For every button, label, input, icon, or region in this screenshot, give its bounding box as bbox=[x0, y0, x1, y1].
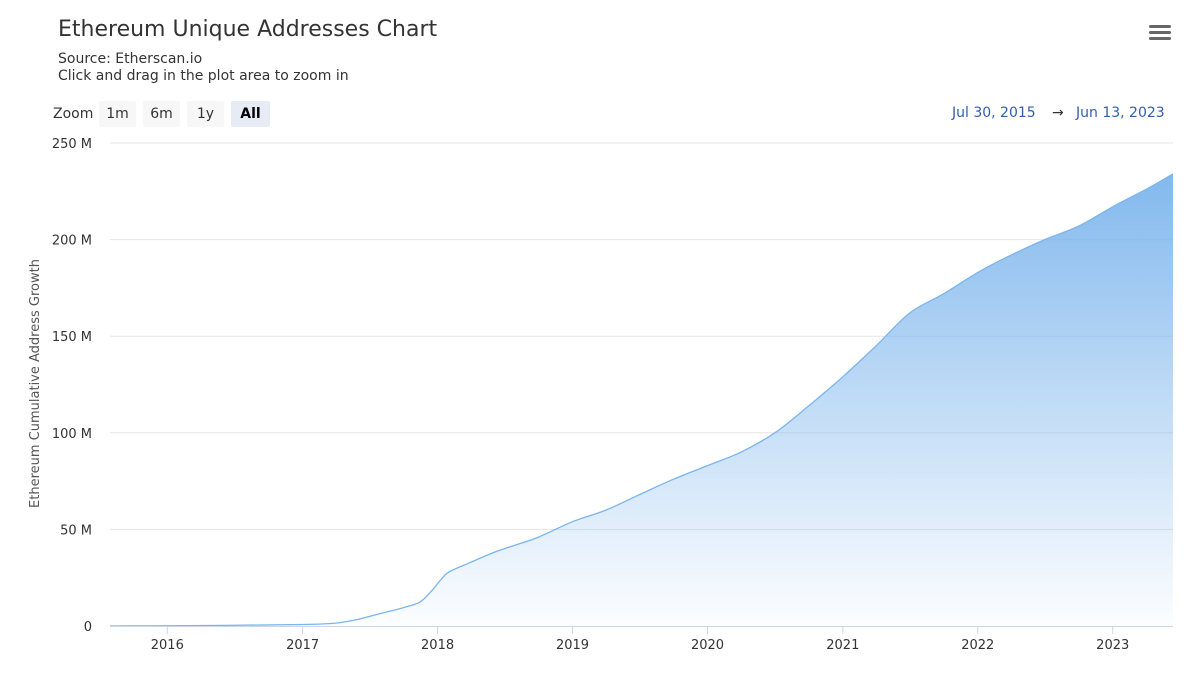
y-tick-label: 250 M bbox=[52, 137, 92, 152]
y-tick-label: 50 M bbox=[60, 523, 92, 538]
zoom-1y-button[interactable]: 1y bbox=[187, 101, 224, 127]
source-text: Source: Etherscan.io bbox=[58, 51, 203, 67]
zoom-all-button[interactable]: All bbox=[231, 101, 270, 127]
x-tick-label: 2019 bbox=[556, 638, 589, 653]
range-arrow-icon: → bbox=[1052, 105, 1064, 121]
range-to-date[interactable]: Jun 13, 2023 bbox=[1076, 105, 1165, 121]
y-axis-labels: 0 50 M 100 M 150 M 200 M 250 M bbox=[52, 137, 92, 635]
x-tick-label: 2018 bbox=[421, 638, 454, 653]
area-fill bbox=[110, 173, 1173, 626]
range-from-date[interactable]: Jul 30, 2015 bbox=[952, 105, 1036, 121]
zoom-1m-button[interactable]: 1m bbox=[99, 101, 136, 127]
y-tick-label: 150 M bbox=[52, 330, 92, 345]
zoom-6m-button[interactable]: 6m bbox=[143, 101, 180, 127]
series-line bbox=[109, 173, 1174, 627]
x-axis-ticks: 2016 2017 2018 2019 2020 2021 2022 2023 bbox=[151, 626, 1129, 653]
x-tick-label: 2022 bbox=[961, 638, 994, 653]
y-tick-label: 100 M bbox=[52, 427, 92, 442]
zoom-hint-text: Click and drag in the plot area to zoom … bbox=[58, 68, 349, 84]
y-tick-label: 0 bbox=[84, 620, 92, 635]
chart-subtitle: Source: Etherscan.io Click and drag in t… bbox=[58, 51, 349, 85]
y-axis-title: Ethereum Cumulative Address Growth bbox=[28, 259, 43, 508]
x-tick-label: 2023 bbox=[1096, 638, 1129, 653]
x-tick-label: 2021 bbox=[826, 638, 859, 653]
x-tick-label: 2020 bbox=[691, 638, 724, 653]
x-tick-label: 2016 bbox=[151, 638, 184, 653]
zoom-label: Zoom bbox=[53, 106, 94, 122]
hamburger-menu-icon[interactable] bbox=[1148, 22, 1172, 46]
chart-title: Ethereum Unique Addresses Chart bbox=[58, 17, 438, 42]
x-tick-label: 2017 bbox=[286, 638, 319, 653]
y-tick-label: 200 M bbox=[52, 234, 92, 249]
